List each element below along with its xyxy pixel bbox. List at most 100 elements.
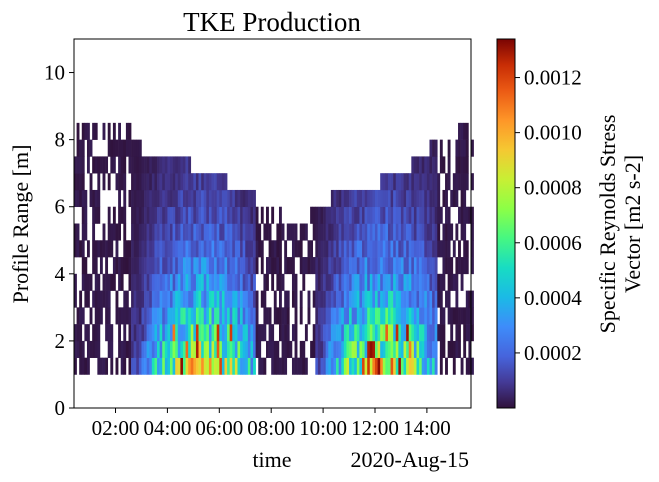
heatmap-cell	[198, 223, 202, 241]
heatmap-cell	[154, 324, 158, 342]
heatmap-cell	[291, 257, 295, 275]
heatmap-cell	[395, 189, 399, 208]
heatmap-cell	[447, 139, 451, 157]
heatmap-cell	[149, 223, 153, 241]
heatmap-cell	[123, 290, 127, 308]
heatmap-cell	[382, 273, 386, 291]
heatmap-cell	[99, 290, 103, 308]
heatmap-cell	[374, 223, 378, 241]
heatmap-cell	[227, 257, 230, 275]
heatmap-cell	[237, 307, 241, 325]
heatmap-cell	[393, 257, 397, 275]
heatmap-cell	[240, 223, 243, 241]
heatmap-cell	[74, 189, 77, 208]
heatmap-cell	[128, 257, 132, 275]
heatmap-cell	[141, 340, 145, 358]
heatmap-cell	[465, 156, 469, 174]
heatmap-cell	[359, 324, 363, 342]
heatmap-cell	[291, 357, 295, 375]
heatmap-cell	[79, 240, 83, 258]
heatmap-cell	[434, 223, 438, 241]
heatmap-cell	[175, 173, 179, 191]
heatmap-cell	[185, 340, 189, 358]
heatmap-cell	[211, 173, 215, 191]
heatmap-cell	[323, 290, 326, 308]
heatmap-cell	[395, 340, 399, 358]
heatmap-cell	[224, 173, 228, 191]
heatmap-cell	[74, 173, 77, 191]
heatmap-cell	[445, 189, 448, 208]
heatmap-cell	[81, 156, 85, 174]
heatmap-cell	[185, 290, 189, 308]
heatmap-cell	[336, 206, 339, 224]
heatmap-cell	[328, 307, 332, 325]
heatmap-cell	[317, 240, 321, 258]
heatmap-cell	[393, 240, 397, 258]
heatmap-cell	[151, 273, 155, 291]
heatmap-cell	[362, 273, 365, 291]
heatmap-cell	[227, 357, 230, 375]
heatmap-cell	[94, 189, 98, 208]
heatmap-cell	[429, 139, 433, 157]
heatmap-cell	[458, 324, 461, 342]
heatmap-cell	[447, 340, 451, 358]
heatmap-cell	[411, 257, 415, 275]
heatmap-cell	[211, 189, 215, 208]
heatmap-cell	[351, 273, 355, 291]
heatmap-cell	[99, 357, 103, 375]
heatmap-cell	[465, 240, 469, 258]
heatmap-cell	[416, 324, 420, 342]
heatmap-cell	[151, 173, 155, 191]
heatmap-cell	[234, 240, 238, 258]
heatmap-cell	[136, 357, 140, 375]
heatmap-cell	[154, 156, 158, 174]
heatmap-cell	[281, 223, 285, 241]
heatmap-cell	[398, 307, 402, 325]
heatmap-cell	[463, 307, 467, 325]
heatmap-cell	[281, 340, 285, 358]
heatmap-cell	[123, 173, 127, 191]
heatmap-cell	[390, 340, 394, 358]
heatmap-cell	[271, 324, 275, 342]
heatmap-cell	[377, 307, 381, 325]
heatmap-cell	[284, 307, 288, 325]
heatmap-cell	[372, 290, 376, 308]
heatmap-cell	[151, 206, 155, 224]
heatmap-cell	[463, 189, 467, 208]
heatmap-cell	[406, 189, 410, 208]
heatmap-cell	[452, 357, 456, 375]
heatmap-cell	[437, 324, 441, 342]
heatmap-cell	[133, 290, 137, 308]
heatmap-cell	[367, 307, 371, 325]
heatmap-cell	[198, 273, 202, 291]
heatmap-cell	[146, 357, 150, 375]
heatmap-cell	[398, 273, 402, 291]
plot-frame	[73, 38, 472, 409]
heatmap-cell	[229, 206, 233, 224]
heatmap-cell	[354, 307, 358, 325]
heatmap-cell	[120, 307, 124, 325]
heatmap-cell	[455, 189, 459, 208]
heatmap-cell	[193, 189, 197, 208]
heatmap-cell	[81, 357, 85, 375]
heatmap-cell	[151, 340, 155, 358]
heatmap-cell	[164, 257, 168, 275]
heatmap-cell	[250, 240, 254, 258]
heatmap-cell	[214, 257, 218, 275]
heatmap-cell	[302, 273, 306, 291]
heatmap-cell	[232, 240, 236, 258]
heatmap-cell	[359, 273, 363, 291]
heatmap-cell	[395, 307, 399, 325]
heatmap-cell	[393, 189, 397, 208]
heatmap-cell	[471, 357, 474, 375]
heatmap-cell	[447, 156, 451, 174]
heatmap-cell	[211, 240, 215, 258]
heatmap-cell	[110, 223, 114, 241]
heatmap-cell	[323, 206, 326, 224]
heatmap-cell	[149, 357, 153, 375]
heatmap-cell	[221, 340, 225, 358]
heatmap-cell	[445, 357, 448, 375]
heatmap-cell	[146, 273, 150, 291]
heatmap-cell	[206, 240, 210, 258]
heatmap-cell	[273, 357, 277, 375]
